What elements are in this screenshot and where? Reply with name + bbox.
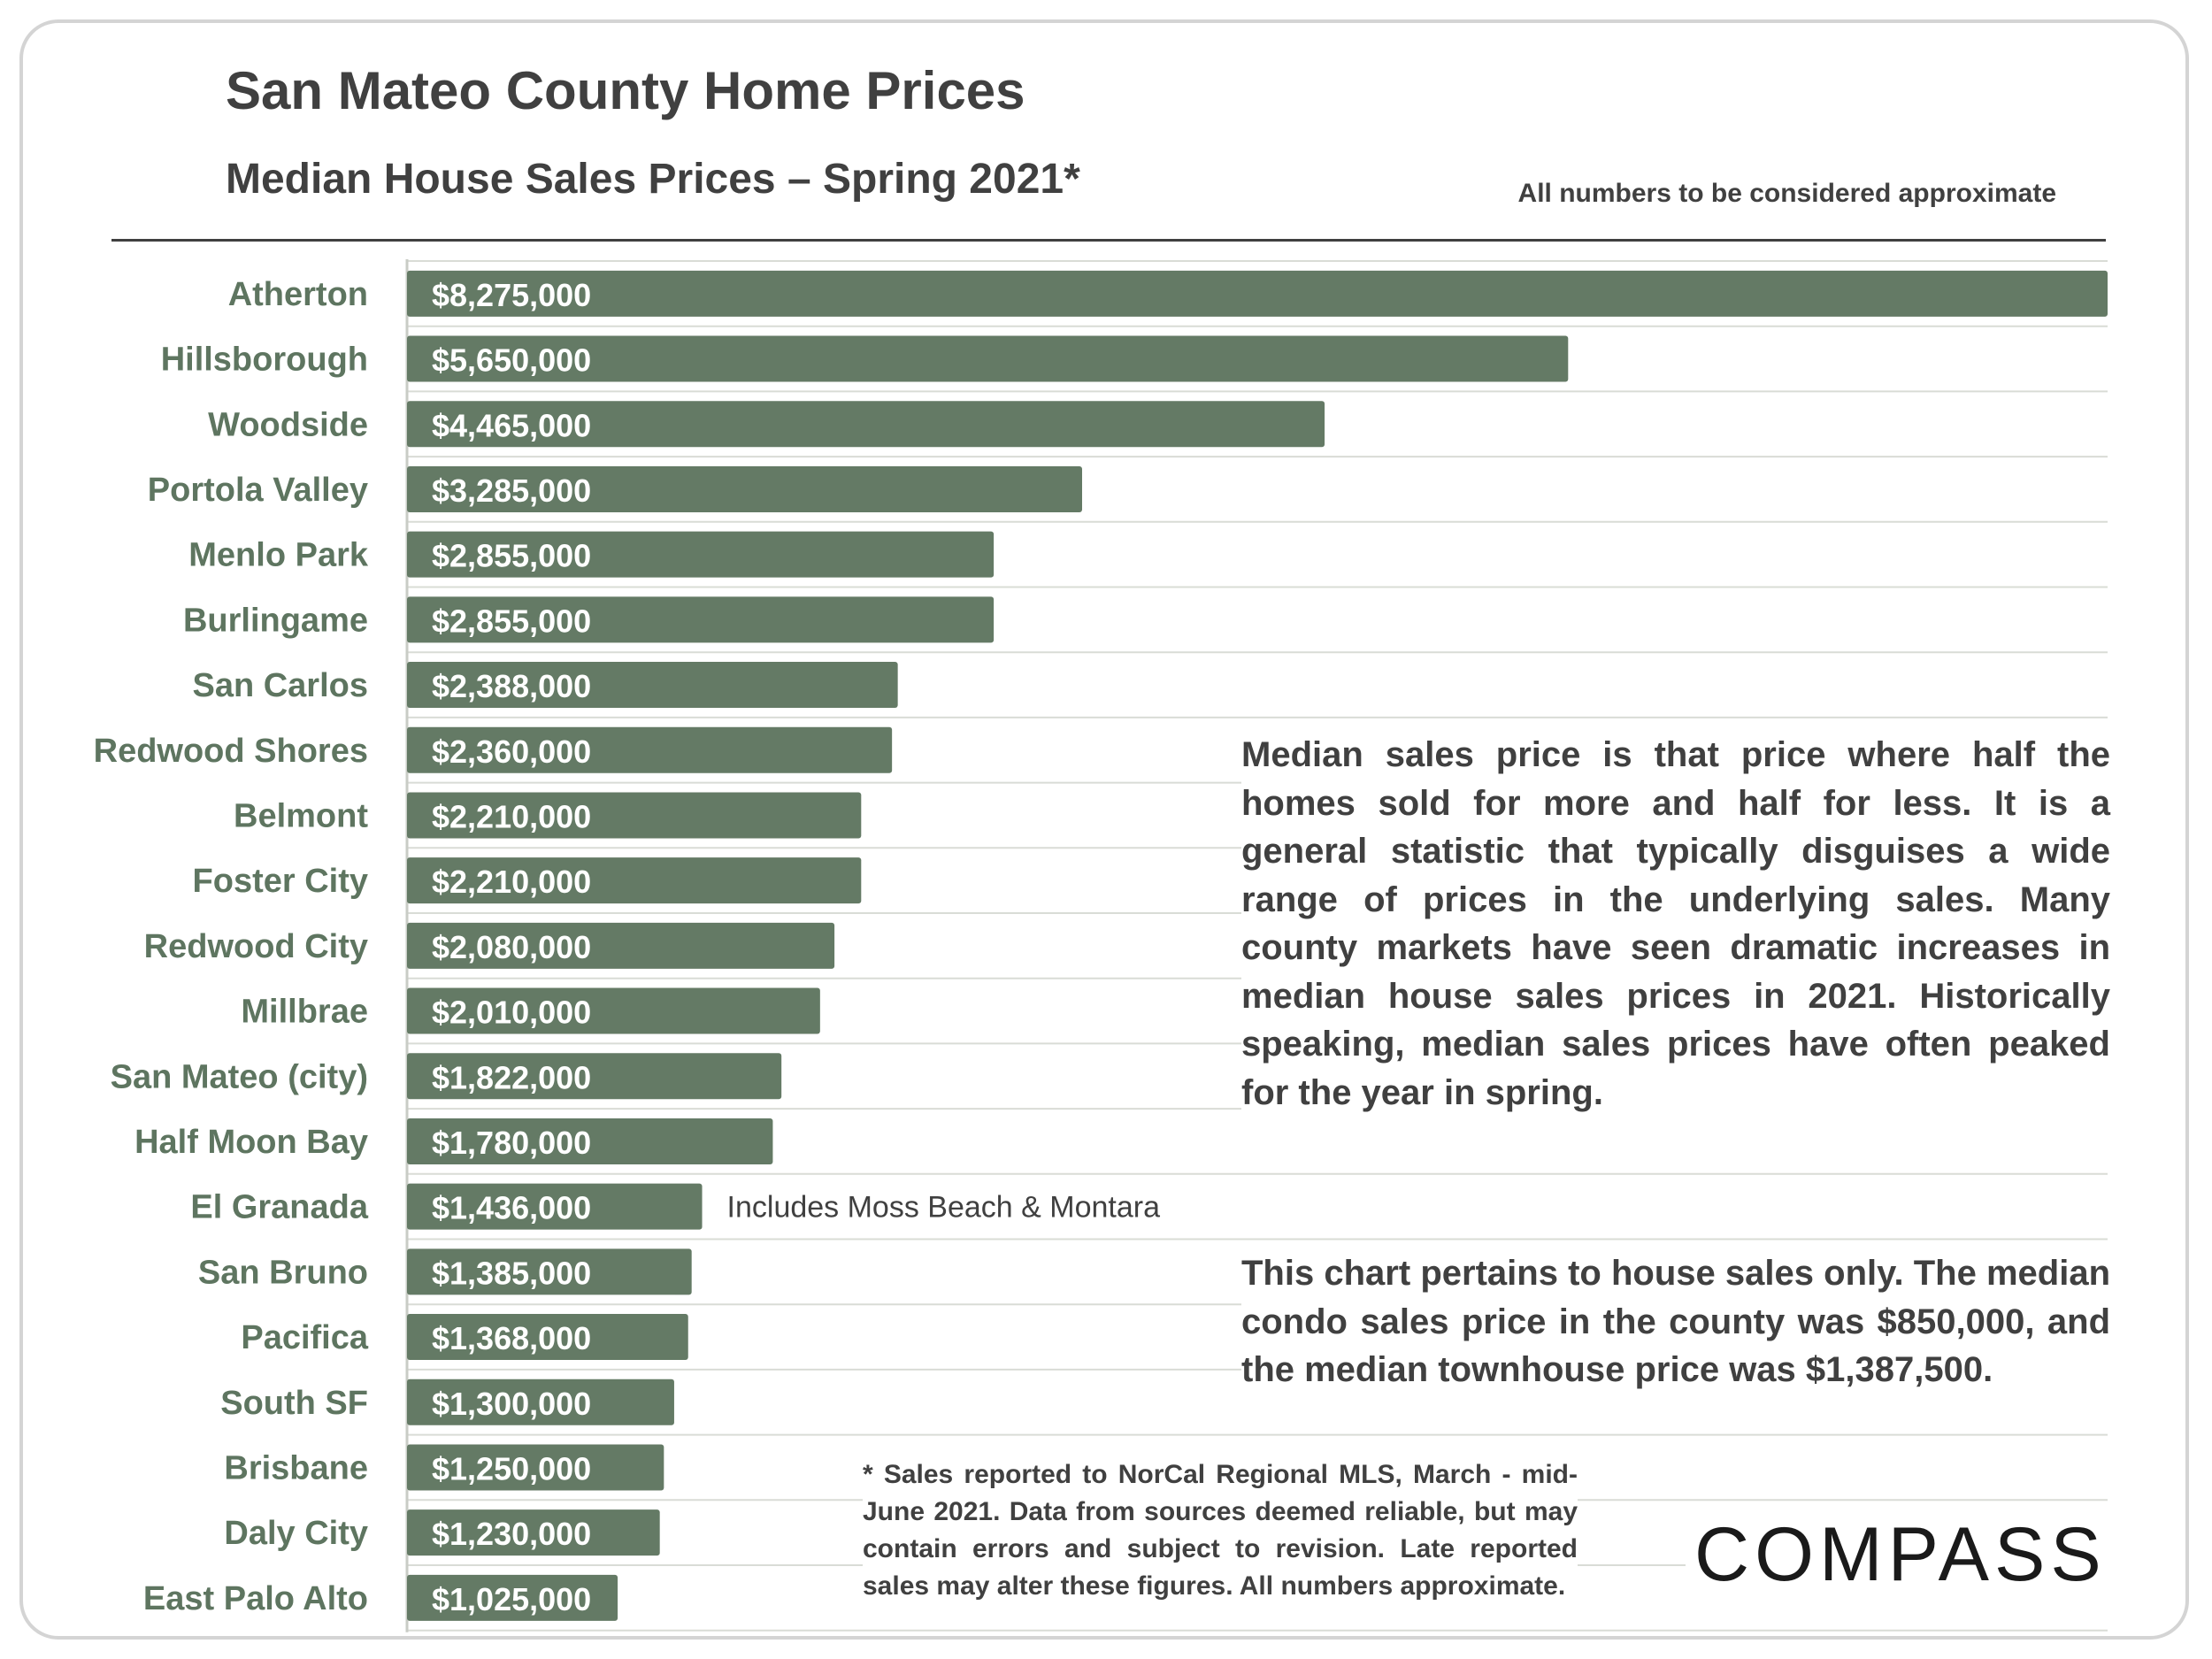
category-label: Menlo Park <box>188 537 369 574</box>
bar <box>407 726 893 773</box>
category-label: Woodside <box>208 406 368 443</box>
chart-subtitle: Median House Sales Prices – Spring 2021* <box>226 156 1080 203</box>
bar <box>407 1314 688 1361</box>
value-label: $2,855,000 <box>432 603 591 639</box>
category-label: Pacifica <box>241 1319 369 1356</box>
bar <box>407 792 862 839</box>
category-label: San Carlos <box>192 667 368 704</box>
compass-logo: COMPASS <box>1686 1511 2116 1599</box>
value-label: $1,025,000 <box>432 1581 591 1617</box>
value-label: $5,650,000 <box>432 342 591 379</box>
bar <box>407 270 2108 317</box>
value-label: $3,285,000 <box>432 472 591 509</box>
value-label: $1,250,000 <box>432 1450 591 1486</box>
value-label: $8,275,000 <box>432 277 591 313</box>
category-label: Half Moon Bay <box>134 1124 368 1161</box>
category-label: Brisbane <box>224 1449 368 1486</box>
bar <box>407 1248 692 1295</box>
category-label: El Granada <box>190 1189 368 1226</box>
bar <box>407 987 820 1034</box>
value-label: $2,388,000 <box>432 668 591 704</box>
value-label: $2,010,000 <box>432 995 591 1031</box>
category-label: San Mateo (city) <box>111 1058 368 1095</box>
value-label: $1,780,000 <box>432 1125 591 1161</box>
value-label: $2,855,000 <box>432 538 591 574</box>
category-label: Hillsborough <box>161 342 368 379</box>
value-label: $4,465,000 <box>432 407 591 443</box>
bar <box>407 922 835 969</box>
category-label: Redwood Shores <box>94 733 368 770</box>
category-label: Burlingame <box>183 602 368 639</box>
bar <box>407 662 898 709</box>
category-label: Millbrae <box>241 994 368 1031</box>
category-label: Portola Valley <box>148 472 368 509</box>
house-sales-note: This chart pertains to house sales only.… <box>1241 1249 2110 1394</box>
value-label: $2,080,000 <box>432 929 591 965</box>
category-label: East Palo Alto <box>143 1580 368 1617</box>
value-label: $1,436,000 <box>432 1190 591 1226</box>
value-label: $1,230,000 <box>432 1516 591 1552</box>
category-label: South SF <box>220 1385 368 1422</box>
bar <box>407 401 1325 448</box>
source-footnote: * Sales reported to NorCal Regional MLS,… <box>863 1456 1578 1605</box>
value-label: $1,300,000 <box>432 1386 591 1422</box>
bar <box>407 1509 660 1556</box>
value-label: $1,822,000 <box>432 1059 591 1095</box>
category-label: Daly City <box>224 1515 368 1552</box>
bar <box>407 1444 664 1491</box>
value-label: $1,385,000 <box>432 1255 591 1291</box>
bar <box>407 1379 674 1425</box>
bar <box>407 1118 773 1164</box>
value-label: $2,360,000 <box>432 733 591 770</box>
bar <box>407 596 995 643</box>
approximate-note: All numbers to be considered approximate <box>1517 179 2056 208</box>
bar <box>407 1053 782 1100</box>
category-label: Foster City <box>193 863 368 900</box>
header-rule <box>111 239 2106 242</box>
value-label: $2,210,000 <box>432 864 591 900</box>
chart-title: San Mateo County Home Prices <box>226 61 1025 120</box>
value-label: $1,368,000 <box>432 1320 591 1356</box>
category-label: San Bruno <box>198 1254 368 1291</box>
bar <box>407 531 995 578</box>
bar <box>407 1574 618 1621</box>
bar <box>407 465 1082 512</box>
category-label: Belmont <box>234 797 368 834</box>
bar <box>407 1183 703 1230</box>
bar <box>407 857 862 904</box>
value-label: $2,210,000 <box>432 798 591 834</box>
bar <box>407 335 1569 382</box>
median-description: Median sales price is that price where h… <box>1241 731 2110 1117</box>
category-label: Redwood City <box>144 928 368 965</box>
category-label: Atherton <box>228 276 368 313</box>
bar-annotation: Includes Moss Beach & Montara <box>727 1191 1161 1225</box>
